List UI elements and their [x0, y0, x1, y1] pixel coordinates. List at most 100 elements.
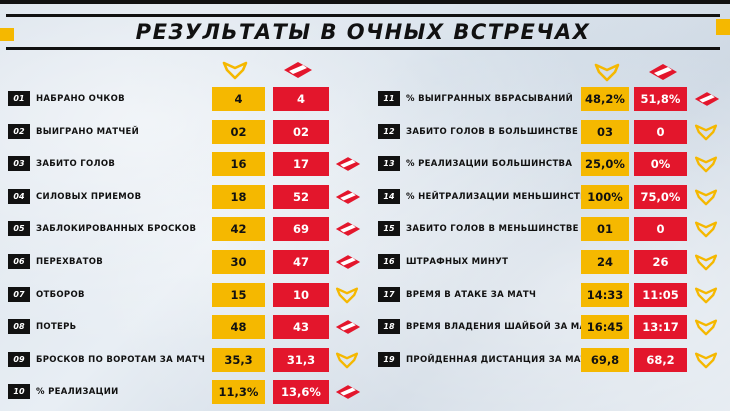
stat-label: % РЕАЛИЗАЦИИ БОЛЬШИНСТВА	[406, 159, 573, 170]
team-a-value: 11,3%	[212, 380, 265, 405]
stat-label: НАБРАНО ОЧКОВ	[36, 94, 125, 104]
team-b-value: 0%	[634, 152, 687, 177]
stat-number: 12	[378, 123, 400, 139]
top-border	[0, 0, 730, 4]
stat-label: ЗАБИТО ГОЛОВ В БОЛЬШИНСТВЕ	[406, 126, 579, 137]
team-b-value: 13:17	[634, 315, 687, 340]
team-b-value: 02	[273, 119, 329, 144]
stat-row: 17 ВРЕМЯ В АТАКЕ ЗА МАТЧ 14:33 11:05	[378, 282, 723, 307]
team-b-value: 43	[273, 315, 329, 340]
team-b-value: 17	[273, 152, 329, 177]
team-a-value: 02	[212, 119, 265, 144]
stat-number: 06	[8, 254, 30, 269]
stat-label: СИЛОВЫХ ПРИЕМОВ	[36, 191, 142, 202]
team-a-value: 18	[212, 184, 265, 209]
team-a-value: 48	[212, 315, 265, 340]
title-accent-right	[716, 19, 730, 35]
stat-row: 08 ПОТЕРЬ 48 43	[8, 315, 361, 340]
page-title: РЕЗУЛЬТАТЫ В ОЧНЫХ ВСТРЕЧАХ	[135, 20, 591, 44]
title-bar: РЕЗУЛЬТАТЫ В ОЧНЫХ ВСТРЕЧАХ	[0, 14, 730, 50]
stat-number: 17	[378, 286, 400, 302]
stat-row: 13 % РЕАЛИЗАЦИИ БОЛЬШИНСТВА 25,0% 0%	[378, 152, 723, 177]
stat-row: 12 ЗАБИТО ГОЛОВ В БОЛЬШИНСТВЕ 03 0	[378, 119, 723, 144]
team-a-value: 4	[212, 87, 265, 111]
stat-row: 18 ВРЕМЯ ВЛАДЕНИЯ ШАЙБОЙ ЗА МАТЧ 16:45 13:1…	[378, 315, 723, 340]
stat-label: ВРЕМЯ ВЛАДЕНИЯ ШАЙБОЙ ЗА МАТЧ	[406, 322, 600, 333]
team-b-value: 47	[273, 250, 329, 274]
stat-row: 01 НАБРАНО ОЧКОВ 4 4	[8, 87, 358, 111]
spartak-diamond-logo-icon	[335, 220, 361, 238]
stat-label: ЗАБИТО ГОЛОВ	[36, 159, 116, 170]
stat-row: 16 ШТРАФНЫХ МИНУТ 24 26	[378, 250, 723, 274]
stat-label: ЗАБИТО ГОЛОВ В МЕНЬШИНСТВЕ	[406, 224, 579, 235]
yellow-chevron-logo-icon	[594, 63, 620, 82]
stat-number: 13	[378, 156, 400, 172]
stat-number: 02	[8, 123, 30, 139]
team-b-value: 69	[273, 217, 329, 242]
stat-number: 08	[8, 319, 30, 335]
stat-number: 10	[8, 384, 30, 400]
yellow-chevron-logo-icon	[694, 253, 718, 271]
stat-number: 09	[8, 351, 30, 367]
team-a-value: 69,8	[581, 347, 629, 372]
title-frame	[6, 14, 720, 50]
stat-label: ЗАБЛОКИРОВАННЫХ БРОСКОВ	[36, 224, 197, 235]
stat-row: 11 % ВЫИГРАННЫХ ВБРАСЫВАНИЙ 48,2% 51,8%	[378, 87, 723, 111]
team-b-value: 52	[273, 184, 329, 209]
team-a-value: 24	[581, 250, 629, 274]
team-a-value: 15	[212, 282, 265, 307]
stat-row: 04 СИЛОВЫХ ПРИЕМОВ 18 52	[8, 184, 361, 209]
yellow-chevron-logo-icon	[694, 351, 718, 369]
team-b-value: 0	[634, 119, 687, 144]
spartak-diamond-logo-icon	[649, 64, 677, 80]
team-b-value: 4	[273, 87, 329, 111]
stat-label: ПОТЕРЬ	[36, 322, 77, 333]
stat-row: 03 ЗАБИТО ГОЛОВ 16 17	[8, 152, 361, 177]
stat-row: 07 ОТБОРОВ 15 10	[8, 282, 359, 307]
team-a-value: 03	[581, 119, 629, 144]
stat-number: 03	[8, 156, 30, 172]
team-a-value: 30	[212, 250, 265, 274]
team-a-value: 25,0%	[581, 152, 629, 177]
stat-row: 02 ВЫИГРАНО МАТЧЕЙ 02 02	[8, 119, 358, 144]
spartak-diamond-logo-icon	[284, 62, 312, 78]
stat-label: БРОСКОВ ПО ВОРОТАМ ЗА МАТЧ	[36, 354, 206, 365]
spartak-diamond-logo-icon	[335, 318, 361, 336]
stat-number: 11	[378, 91, 400, 106]
spartak-diamond-logo-icon	[694, 90, 720, 108]
team-b-value: 13,6%	[273, 380, 329, 405]
stat-row: 10 % РЕАЛИЗАЦИИ 11,3% 13,6%	[8, 380, 361, 405]
yellow-chevron-logo-icon	[694, 155, 718, 173]
team-a-value: 35,3	[212, 347, 265, 372]
team-b-value: 75,0%	[634, 184, 687, 209]
stat-number: 18	[378, 319, 400, 335]
team-a-value: 48,2%	[581, 87, 629, 111]
stat-number: 01	[8, 91, 30, 106]
yellow-chevron-logo-icon	[694, 188, 718, 206]
stat-label: % РЕАЛИЗАЦИИ	[36, 387, 119, 398]
team-b-value: 0	[634, 217, 687, 242]
stat-label: % ВЫИГРАННЫХ ВБРАСЫВАНИЙ	[406, 94, 574, 104]
spartak-diamond-logo-icon	[335, 383, 361, 401]
stat-row: 15 ЗАБИТО ГОЛОВ В МЕНЬШИНСТВЕ 01 0	[378, 217, 723, 242]
yellow-chevron-logo-icon	[694, 123, 718, 141]
stat-label: ВРЕМЯ В АТАКЕ ЗА МАТЧ	[406, 289, 537, 300]
title-accent-left	[0, 28, 14, 41]
spartak-diamond-logo-icon	[335, 188, 361, 206]
stat-label: % НЕЙТРАЛИЗАЦИИ МЕНЬШИНСТВА	[406, 191, 594, 202]
stat-row: 06 ПЕРЕХВАТОВ 30 47	[8, 250, 361, 274]
yellow-chevron-logo-icon	[694, 220, 718, 238]
yellow-chevron-logo-icon	[694, 286, 718, 304]
team-a-value: 16:45	[581, 315, 629, 340]
spartak-diamond-logo-icon	[335, 155, 361, 173]
team-b-value: 26	[634, 250, 687, 274]
team-b-value: 68,2	[634, 347, 687, 372]
stat-row: 09 БРОСКОВ ПО ВОРОТАМ ЗА МАТЧ 35,3 31,3	[8, 347, 359, 372]
stat-number: 15	[378, 221, 400, 237]
stat-number: 19	[378, 351, 400, 367]
stat-row: 19 ПРОЙДЕННАЯ ДИСТАНЦИЯ ЗА МАТЧ 69,8 68,2	[378, 347, 723, 372]
stat-number: 04	[8, 188, 30, 204]
team-b-value: 51,8%	[634, 87, 687, 111]
team-b-value: 31,3	[273, 347, 329, 372]
team-a-value: 16	[212, 152, 265, 177]
